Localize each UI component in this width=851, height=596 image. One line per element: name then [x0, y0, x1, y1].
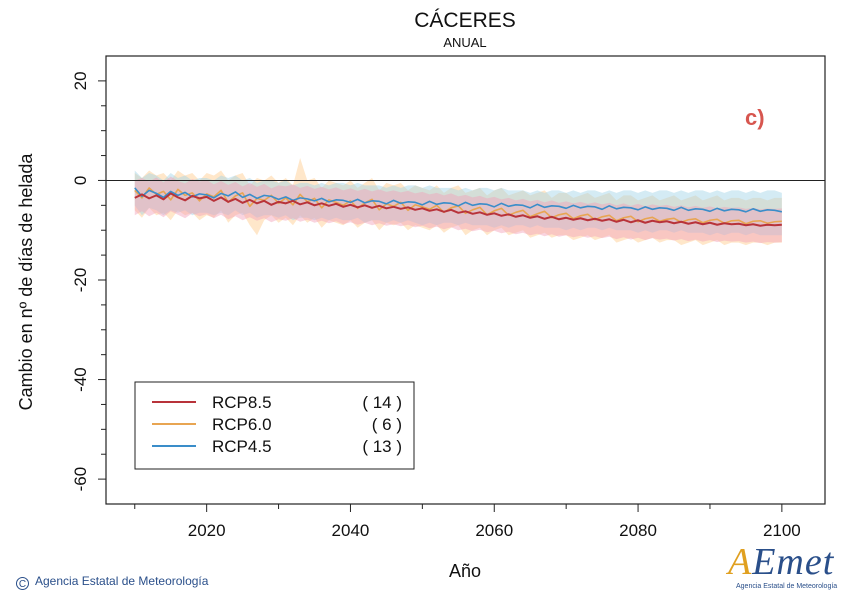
panel-label: c) — [745, 105, 765, 130]
x-tick-label: 2060 — [475, 521, 513, 540]
legend-label: RCP8.5 — [212, 393, 272, 412]
copyright-icon: C — [16, 577, 29, 590]
y-tick-label: 0 — [71, 176, 90, 185]
legend-count: ( 14 ) — [362, 393, 402, 412]
band-rcp85 — [134, 176, 782, 244]
y-axis: -60 -40 -20 0 20 — [71, 71, 106, 491]
chart-subtitle: ANUAL — [443, 35, 486, 50]
x-tick-label: 2040 — [332, 521, 370, 540]
legend-label: RCP6.0 — [212, 415, 272, 434]
y-tick-label: -40 — [71, 367, 90, 392]
footer-agency-text: Agencia Estatal de Meteorología — [35, 574, 209, 588]
footer-agency: C Agencia Estatal de Meteorología — [16, 574, 208, 590]
aemet-logo: AEmet Agencia Estatal de Meteorología — [722, 540, 850, 596]
x-tick-label: 2100 — [763, 521, 801, 540]
chart-title: CÁCERES — [414, 9, 516, 32]
y-tick-label: -60 — [71, 467, 90, 492]
logo-caption: Agencia Estatal de Meteorología — [736, 583, 838, 590]
logo-letter-a: A — [728, 541, 753, 583]
line-rcp85 — [134, 192, 782, 227]
x-tick-label: 2020 — [188, 521, 226, 540]
x-tick-label: 2080 — [619, 521, 657, 540]
legend: RCP8.5 ( 14 ) RCP6.0 ( 6 ) RCP4.5 ( 13 ) — [134, 381, 415, 470]
y-tick-label: 20 — [71, 71, 90, 90]
y-axis-label: Cambio en nº de días de helada — [16, 153, 36, 411]
x-axis-label: Año — [449, 561, 481, 581]
confidence-bands — [134, 158, 782, 246]
legend-count: ( 6 ) — [372, 415, 402, 434]
series-lines — [134, 187, 783, 227]
y-tick-label: -20 — [71, 268, 90, 293]
logo-wordmark: Emet — [752, 541, 835, 583]
legend-box — [134, 381, 415, 470]
x-axis: 2020 2040 2060 2080 2100 — [134, 504, 801, 540]
legend-count: ( 13 ) — [362, 437, 402, 456]
band-rcp60 — [134, 158, 782, 246]
legend-label: RCP4.5 — [212, 437, 272, 456]
line-rcp45 — [134, 187, 783, 213]
